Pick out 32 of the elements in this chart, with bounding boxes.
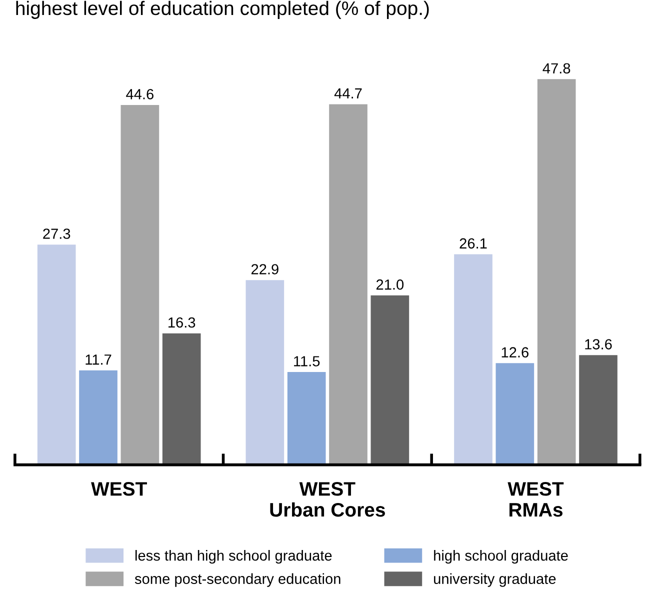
data-label: 12.6	[502, 347, 528, 358]
legend-label: university graduate	[434, 573, 556, 587]
data-label: 13.6	[585, 339, 612, 350]
data-label: 16.3	[168, 317, 196, 328]
bar	[120, 105, 160, 465]
x-tick-label: WEST RMAs	[508, 482, 564, 517]
bar	[496, 363, 534, 465]
x-tick-label: WEST	[91, 482, 147, 496]
bar	[537, 79, 576, 465]
data-label: 22.9	[251, 264, 278, 274]
bar	[579, 355, 618, 465]
x-tick-label: WEST Urban Cores	[270, 482, 385, 517]
legend-label: some post-secondary education	[134, 573, 340, 587]
data-label: 44.6	[126, 89, 154, 100]
data-label: 11.5	[294, 356, 320, 366]
bar	[370, 295, 410, 465]
data-label: 44.7	[334, 88, 362, 98]
legend-label: less than high school graduate	[135, 550, 332, 564]
legend-label: high school graduate	[434, 550, 568, 564]
bar	[79, 370, 118, 465]
bar	[454, 254, 492, 465]
bar	[37, 244, 76, 465]
data-label: 21.0	[376, 279, 404, 290]
bar	[246, 280, 284, 465]
data-label: 47.8	[542, 63, 570, 74]
data-label: 26.1	[460, 238, 487, 249]
chart-title: highest level of education completed (% of pop.)	[16, 0, 429, 19]
bar	[329, 104, 368, 465]
data-label: 27.3	[43, 228, 70, 239]
bar	[162, 333, 201, 465]
bar	[287, 372, 326, 465]
data-label: 11.7	[86, 354, 112, 365]
